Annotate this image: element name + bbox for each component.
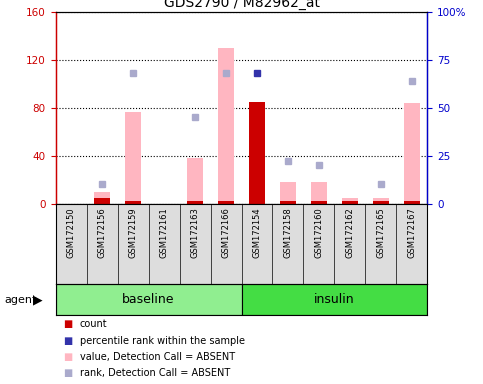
Bar bbox=[280, 201, 296, 204]
Bar bbox=[311, 201, 327, 204]
Text: GSM172150: GSM172150 bbox=[67, 208, 75, 258]
Text: ▶: ▶ bbox=[33, 293, 43, 306]
Bar bbox=[218, 48, 234, 204]
Text: GSM172156: GSM172156 bbox=[98, 208, 107, 258]
Bar bbox=[94, 192, 110, 204]
Bar bbox=[125, 201, 141, 204]
Bar bbox=[218, 201, 234, 204]
Text: value, Detection Call = ABSENT: value, Detection Call = ABSENT bbox=[80, 352, 235, 362]
Text: GSM172161: GSM172161 bbox=[159, 208, 169, 258]
Text: GSM172158: GSM172158 bbox=[284, 208, 293, 258]
Bar bbox=[404, 201, 420, 204]
Text: ■: ■ bbox=[63, 336, 72, 346]
Text: baseline: baseline bbox=[122, 293, 175, 306]
Text: GSM172162: GSM172162 bbox=[345, 208, 355, 258]
Title: GDS2790 / M82962_at: GDS2790 / M82962_at bbox=[164, 0, 319, 10]
Bar bbox=[249, 101, 265, 204]
Text: GSM172165: GSM172165 bbox=[376, 208, 385, 258]
Bar bbox=[373, 197, 389, 204]
Bar bbox=[125, 112, 141, 204]
Bar bbox=[404, 103, 420, 204]
Bar bbox=[94, 197, 110, 204]
Text: agent: agent bbox=[5, 295, 37, 305]
Bar bbox=[311, 182, 327, 204]
Text: GSM172160: GSM172160 bbox=[314, 208, 324, 258]
Text: GSM172163: GSM172163 bbox=[190, 208, 199, 258]
Bar bbox=[56, 284, 242, 315]
Text: GSM172167: GSM172167 bbox=[408, 208, 416, 258]
Text: ■: ■ bbox=[63, 352, 72, 362]
Text: GSM172166: GSM172166 bbox=[222, 208, 230, 258]
Text: GSM172154: GSM172154 bbox=[253, 208, 261, 258]
Text: ■: ■ bbox=[63, 319, 72, 329]
Bar bbox=[187, 158, 203, 204]
Text: ■: ■ bbox=[63, 368, 72, 378]
Bar bbox=[373, 201, 389, 204]
Text: rank, Detection Call = ABSENT: rank, Detection Call = ABSENT bbox=[80, 368, 230, 378]
Bar bbox=[280, 182, 296, 204]
Bar bbox=[242, 284, 427, 315]
Bar bbox=[187, 201, 203, 204]
Bar bbox=[342, 197, 358, 204]
Text: insulin: insulin bbox=[314, 293, 355, 306]
Text: GSM172159: GSM172159 bbox=[128, 208, 138, 258]
Bar bbox=[342, 201, 358, 204]
Text: percentile rank within the sample: percentile rank within the sample bbox=[80, 336, 245, 346]
Text: count: count bbox=[80, 319, 107, 329]
